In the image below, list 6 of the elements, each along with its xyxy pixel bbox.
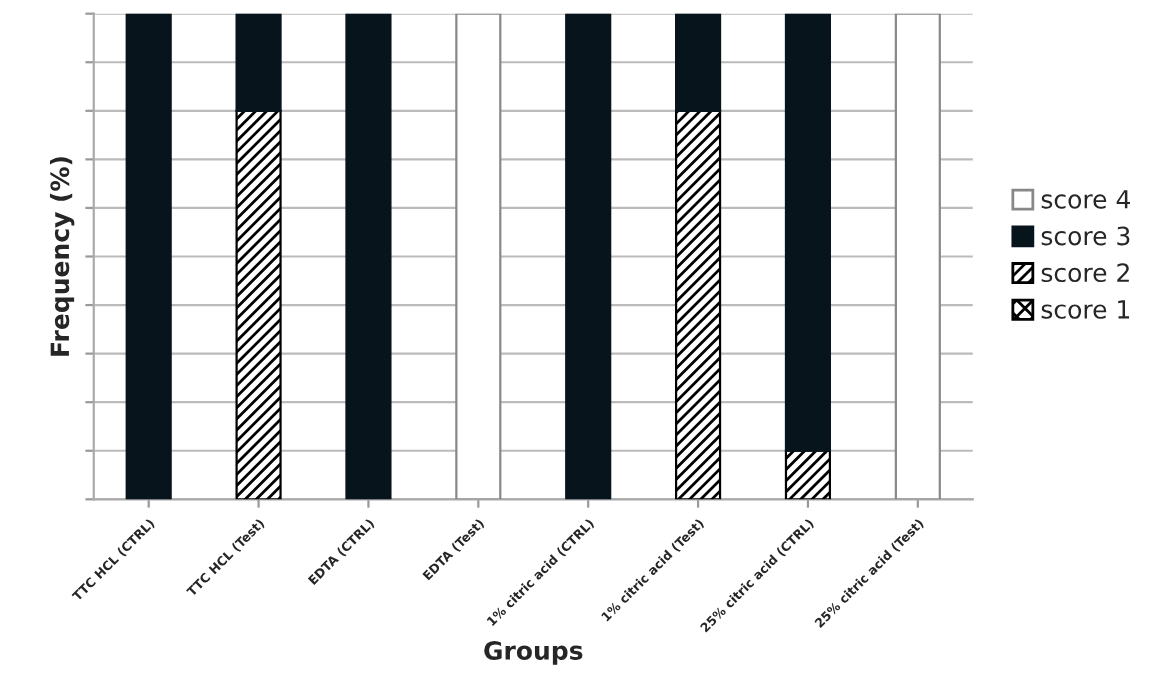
y-axis-title: Frequency (%) — [49, 157, 75, 356]
legend-label: score 4 — [1041, 190, 1130, 209]
legend-label: score 2 — [1041, 263, 1129, 283]
legend-label: score 1 — [1041, 300, 1130, 319]
legend-label: score 3 — [1041, 226, 1130, 246]
x-axis-title: Groups — [484, 641, 583, 665]
